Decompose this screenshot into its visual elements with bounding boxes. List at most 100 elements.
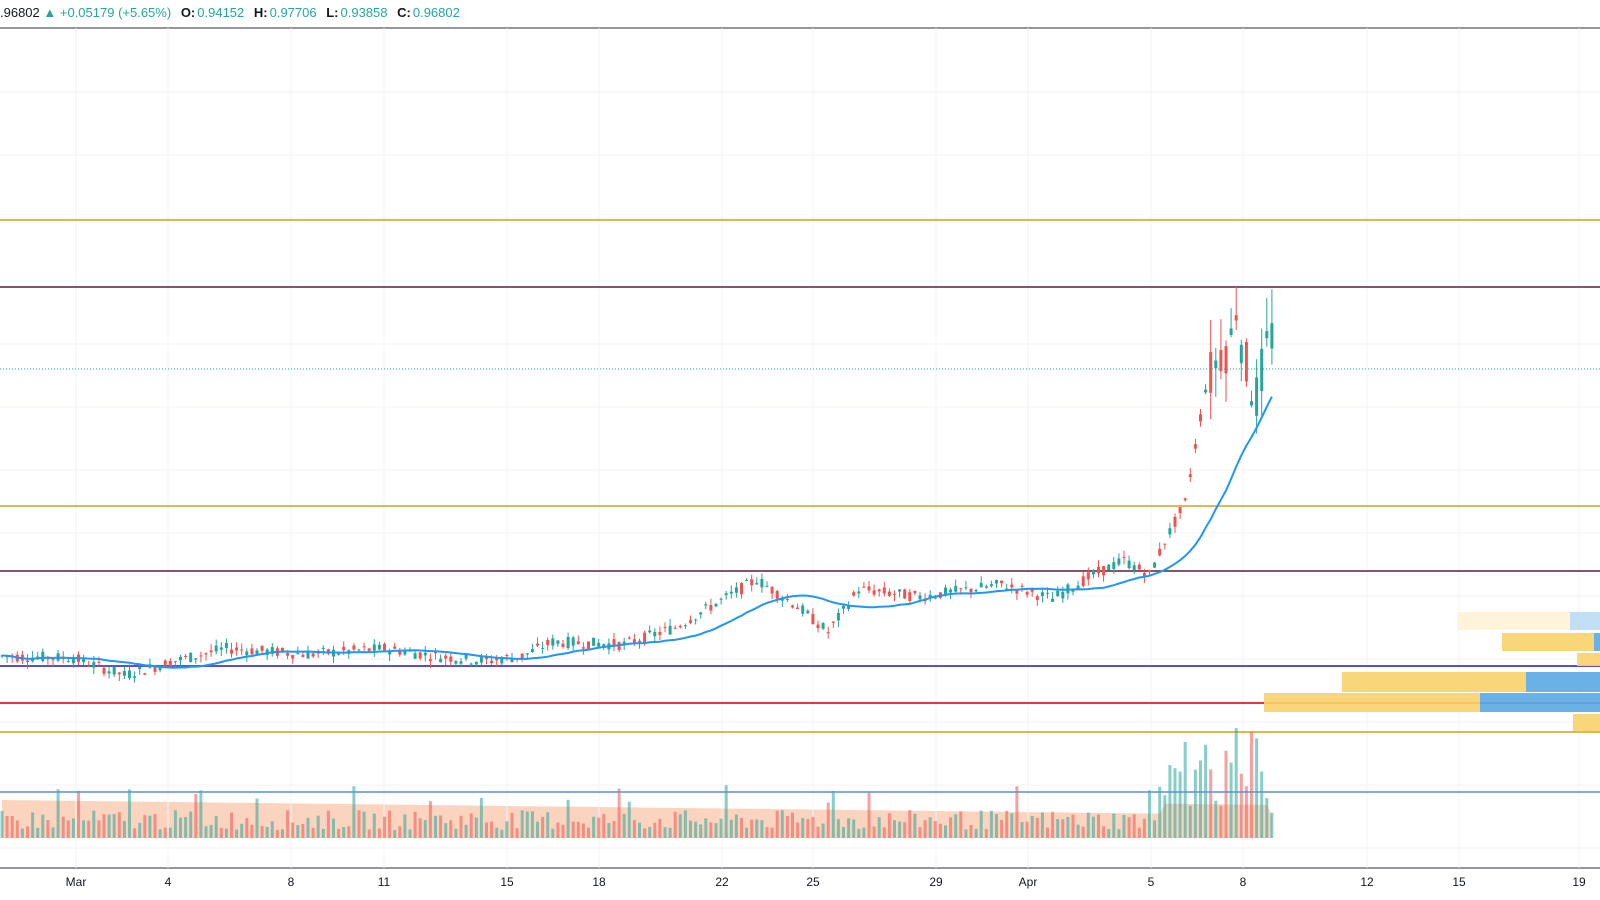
candle-body [1204, 389, 1208, 393]
candle-body [862, 586, 866, 588]
volume-bar [1183, 741, 1187, 838]
volume-bar [709, 822, 713, 838]
volume-bar [898, 821, 902, 838]
candle-body [337, 653, 341, 655]
volume-bar [240, 823, 244, 838]
volume-bar [714, 823, 718, 838]
candle-body [801, 605, 805, 614]
x-tick-label: Mar [66, 875, 87, 889]
volume-bar [867, 792, 871, 838]
candle-body [245, 651, 249, 656]
volume-bar [1234, 728, 1238, 838]
volume-bar [587, 827, 590, 838]
candle-body [286, 652, 290, 656]
volume-bar [41, 814, 45, 838]
volume-bar [51, 827, 55, 838]
volume-bar [765, 827, 769, 838]
candle-body [311, 653, 315, 657]
volume-bar [882, 827, 886, 838]
volume-bar [275, 829, 279, 838]
candle-body [449, 656, 453, 662]
volume-bar [372, 813, 376, 838]
volume-bar [928, 817, 932, 838]
candle-body [1076, 585, 1080, 590]
candle-body [301, 654, 305, 658]
candle-body [102, 667, 106, 674]
candle-body [342, 646, 346, 651]
volume-bar [56, 789, 60, 838]
candle-body [785, 599, 789, 601]
volume-bar [1148, 790, 1151, 838]
volume-bar [1117, 829, 1121, 838]
volume-bar [189, 811, 193, 838]
volume-bar [10, 816, 14, 838]
volume-bar [469, 813, 473, 838]
candle-body [714, 603, 718, 607]
candle-body [255, 650, 259, 655]
volume-bar [745, 827, 749, 838]
candle-body [576, 641, 580, 645]
candle-body [423, 652, 427, 656]
volume-bar [1209, 769, 1213, 838]
volume-bar [423, 820, 427, 838]
volume-bar [627, 801, 631, 838]
candle-body [173, 661, 177, 663]
candle-body [1040, 592, 1044, 597]
candle-body [1244, 341, 1248, 382]
candle-body [413, 653, 417, 659]
candle-body [842, 605, 845, 609]
volume-bar [128, 789, 131, 838]
volume-bar [571, 821, 575, 838]
candle-body [632, 639, 636, 644]
volume-bar [153, 814, 157, 838]
candle-body [189, 652, 193, 663]
volume-bar [740, 818, 743, 838]
candle-body [1153, 562, 1157, 568]
volume-bar [1071, 814, 1075, 838]
volume-bar [699, 824, 703, 838]
candle-body [643, 632, 647, 644]
volume-bar [362, 811, 366, 838]
volume-bar [255, 798, 259, 838]
volume-bar [938, 823, 942, 838]
volume-bar [704, 818, 708, 838]
volume-bar [1188, 805, 1192, 838]
candle-body [530, 649, 534, 653]
legend-close-prefix: .96802 [0, 5, 40, 20]
volume-bar [219, 827, 223, 838]
volume-bar [87, 820, 91, 838]
volume-bar [388, 810, 392, 838]
volume-bar [1005, 810, 1009, 838]
volume-average-area [2, 800, 1272, 838]
legend-low-label: L: [326, 5, 339, 20]
volume-bar [1020, 822, 1024, 838]
volume-bar [418, 818, 422, 838]
candle-body [1214, 360, 1218, 369]
candle-body [638, 640, 641, 643]
volume-bar [393, 829, 397, 838]
candle-body [204, 653, 208, 655]
candle-body [1010, 584, 1014, 588]
volume-bar [785, 816, 789, 838]
candle-body [434, 652, 437, 654]
volume-bar [796, 822, 800, 838]
candle-body [1000, 580, 1004, 584]
candle-body [230, 649, 233, 654]
volume-bar [1158, 786, 1162, 838]
candle-body [500, 658, 504, 664]
volume-bar [173, 810, 177, 838]
candle-body [1168, 528, 1172, 535]
volume-bar [357, 810, 361, 838]
candle-body [474, 661, 478, 665]
candle-body [377, 644, 381, 650]
candle-body [668, 625, 672, 635]
volume-bar [306, 817, 310, 838]
candle-body [734, 587, 738, 593]
volume-bar [1102, 826, 1106, 838]
volume-bar [235, 829, 239, 838]
candle-body [469, 663, 473, 665]
volume-bar [536, 821, 539, 838]
candle-body [199, 655, 203, 657]
candle-body [1051, 598, 1055, 602]
